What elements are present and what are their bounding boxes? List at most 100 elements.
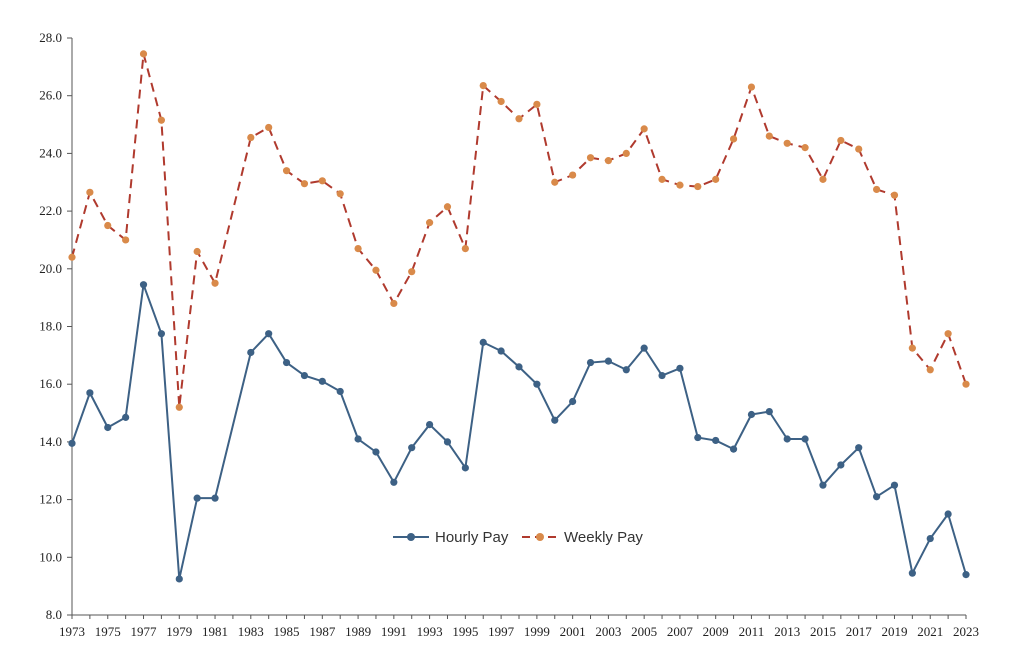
weekly-pay-point — [533, 100, 541, 108]
x-tick-label: 2001 — [560, 624, 586, 639]
x-tick-label: 2019 — [881, 624, 907, 639]
weekly-pay-point — [372, 266, 380, 274]
hourly-pay-point — [122, 413, 130, 421]
hourly-pay-point — [86, 389, 94, 397]
x-tick-label: 1999 — [524, 624, 550, 639]
y-tick-label: 10.0 — [39, 549, 62, 564]
x-tick-label: 1973 — [59, 624, 85, 639]
hourly-pay-point — [282, 358, 291, 367]
weekly-pay-line — [71, 52, 967, 409]
weekly-pay-point — [765, 132, 773, 140]
y-axis-ticks: 8.0 10.0 12.0 14.0 16.0 18.0 20.0 22.0 24.0 26.0 2… — [39, 30, 72, 622]
x-tick-label: 2023 — [953, 624, 979, 639]
x-tick-label: 1985 — [274, 624, 300, 639]
hourly-pay-point — [694, 433, 702, 442]
y-tick-label: 8.0 — [46, 607, 62, 622]
hourly-pay-point — [640, 344, 648, 352]
weekly-pay-point — [354, 245, 362, 253]
x-axis-ticks: 1973 1975 1977 1979 1981 1983 1985 1987 1989 1991… — [59, 615, 979, 639]
weekly-pay-point — [551, 178, 559, 186]
hourly-pay-point — [855, 444, 863, 452]
weekly-pay-point — [694, 182, 702, 191]
weekly-pay-point — [336, 190, 344, 198]
weekly-pay-point — [962, 380, 970, 388]
x-tick-label: 1997 — [488, 624, 515, 639]
hourly-pay-line — [71, 283, 967, 580]
chart-axes — [71, 38, 966, 616]
x-tick-label: 2003 — [595, 624, 621, 639]
hourly-pay-point — [461, 464, 469, 472]
x-tick-label: 1983 — [238, 624, 264, 639]
weekly-pay-point — [175, 403, 183, 411]
weekly-pay-point — [712, 175, 720, 183]
x-tick-label: 2017 — [846, 624, 873, 639]
weekly-pay-point — [658, 175, 666, 183]
hourly-pay-point — [68, 439, 76, 447]
hourly-pay-point — [408, 444, 416, 452]
weekly-pay-point — [193, 247, 201, 256]
hourly-pay-point — [175, 575, 183, 583]
legend-weekly-marker — [536, 533, 544, 541]
hourly-pay-point — [729, 445, 738, 453]
hourly-pay-point — [551, 416, 559, 424]
weekly-pay-point — [890, 191, 899, 199]
hourly-pay-point — [926, 534, 934, 543]
weekly-pay-point — [855, 145, 863, 153]
hourly-pay-point — [837, 461, 845, 469]
weekly-pay-point — [461, 245, 469, 253]
legend-hourly-marker — [407, 533, 415, 541]
weekly-pay-point — [586, 154, 595, 162]
x-tick-label: 1995 — [452, 624, 478, 639]
hourly-pay-point — [247, 348, 255, 357]
weekly-pay-point — [247, 133, 255, 142]
weekly-pay-point — [819, 175, 827, 183]
weekly-pay-point — [569, 171, 577, 179]
weekly-pay-point — [104, 221, 112, 230]
weekly-pay-point — [944, 330, 952, 338]
y-tick-label: 26.0 — [39, 88, 62, 103]
hourly-pay-point — [658, 371, 666, 380]
weekly-pay-point — [122, 236, 130, 244]
y-tick-label: 28.0 — [39, 30, 62, 45]
hourly-pay-point — [104, 423, 112, 432]
y-tick-label: 14.0 — [39, 434, 62, 449]
weekly-pay-point — [479, 82, 487, 90]
weekly-pay-point — [265, 123, 273, 132]
hourly-pay-point — [747, 410, 756, 419]
hourly-pay-point — [676, 364, 684, 372]
x-tick-label: 2005 — [631, 624, 657, 639]
hourly-pay-point — [157, 330, 165, 338]
y-tick-label: 24.0 — [39, 145, 62, 160]
hourly-pay-point — [622, 366, 630, 374]
y-tick-label: 20.0 — [39, 261, 62, 276]
hourly-pay-point — [890, 481, 899, 489]
weekly-pay-point — [801, 144, 809, 152]
hourly-pay-point — [783, 435, 791, 443]
hourly-pay-point — [801, 435, 809, 443]
weekly-pay-point — [443, 203, 452, 211]
weekly-pay-point — [873, 185, 881, 194]
weekly-pay-point — [139, 50, 148, 58]
hourly-pay-point — [604, 357, 613, 365]
weekly-pay-point — [497, 97, 505, 106]
chart-series — [68, 50, 970, 583]
hourly-pay-point — [873, 493, 881, 501]
weekly-pay-point — [86, 188, 94, 196]
weekly-pay-point — [408, 268, 416, 276]
weekly-pay-point — [604, 157, 613, 165]
hourly-pay-point — [336, 387, 344, 396]
weekly-pay-point — [515, 115, 523, 123]
hourly-pay-point — [586, 358, 595, 367]
hourly-pay-point — [712, 436, 720, 445]
weekly-pay-point — [783, 139, 791, 147]
hourly-pay-point — [765, 408, 773, 416]
weekly-pay-point — [908, 344, 916, 352]
x-tick-label: 1981 — [202, 624, 228, 639]
hourly-pay-point — [265, 330, 273, 338]
hourly-pay-point — [443, 438, 452, 446]
x-tick-label: 1979 — [166, 624, 192, 639]
hourly-pay-point — [318, 377, 326, 385]
weekly-pay-point — [211, 279, 219, 287]
hourly-pay-point — [533, 380, 541, 388]
hourly-pay-point — [944, 510, 952, 518]
